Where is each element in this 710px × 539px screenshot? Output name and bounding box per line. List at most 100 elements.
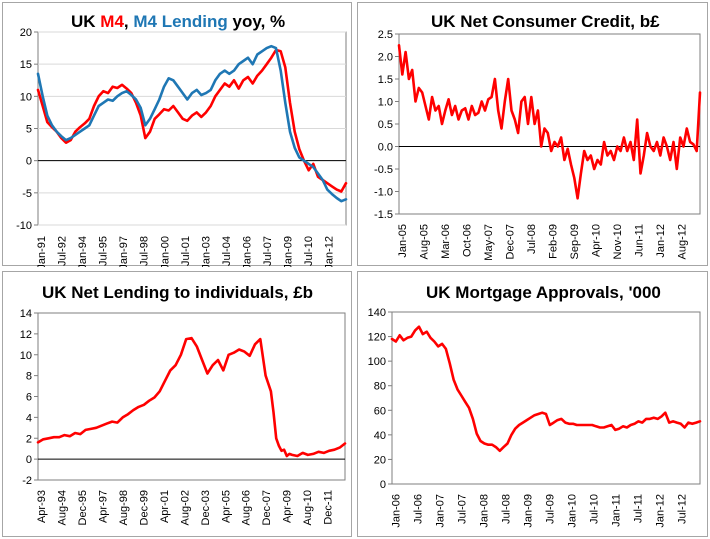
chart-consumer-credit-title: UK Net Consumer Credit, b£ [431,12,660,31]
mortgage-y-tick-label: 20 [374,454,386,466]
mortgage-y-tick-label: 80 [374,381,386,393]
lending-y-tick-label: 10 [20,350,32,362]
m4-x-tick-label: Jul-10 [303,236,315,266]
credit-x-tick-label: Aug-05 [419,224,431,259]
mortgage-y-tick-label: 140 [368,307,386,319]
credit-y-tick-label: 2.5 [378,29,393,41]
credit-y-tick-label: -0.5 [374,164,393,176]
credit-y-tick-label: 0.5 [378,119,393,131]
lending-x-tick-label: Dec-03 [200,490,212,525]
lending-x-tick-label: Aug-06 [241,490,253,525]
chart-mortgage-panel: UK Mortgage Approvals, '000 140 120 100 80 6… [357,271,708,537]
m4-series-line-0 [36,48,348,193]
m4-x-tick-label: Jul-01 [180,236,192,266]
m4-x-tick-label: Jan-03 [200,236,212,267]
lending-x-tick-label: Apr-05 [220,490,232,523]
lending-y-tick-label: 6 [26,392,32,404]
mortgage-x-tick-label: Jul-12 [676,494,688,524]
m4-y-tick-label: 0 [26,156,32,168]
m4-x-tick-label: Jul-92 [57,236,69,266]
credit-y-tick-label: -1.5 [374,209,393,221]
mortgage-x-tick-label: Jan-09 [522,494,534,528]
m4-y-tick-label: 10 [20,91,32,103]
lending-x-tick-label: Dec-95 [77,490,89,525]
lending-x-tick-label: Aug-94 [57,490,69,525]
chart-consumer-credit: UK Net Consumer Credit, b£ 2.5 2.0 1.5 1.0 0… [374,12,702,261]
m4-y-tick-label: -10 [16,220,32,232]
chart-m4-title: UK M4, M4 Lending yoy, % [71,12,285,31]
lending-x-tick-label: Apr-93 [36,490,48,523]
m4-y-tick-label: -5 [22,188,32,200]
lending-y-tick-label: 0 [26,454,32,466]
m4-x-tick-label: Jul-98 [139,236,151,266]
chart-net-lending-panel: UK Net Lending to individuals, £b 14 12 10… [2,271,352,537]
lending-x-tick-label: Apr-97 [97,490,109,523]
mortgage-x-tick-label: Jan-08 [478,494,490,528]
mortgage-x-tick-label: Jan-12 [654,494,666,528]
m4-x-tick-label: Jan-06 [241,236,253,267]
m4-x-tick-label: Jan-00 [159,236,171,267]
mortgage-y-tick-label: 0 [380,479,386,491]
lending-y-tick-label: 8 [26,371,32,383]
m4-series-line-1 [36,44,348,203]
credit-x-tick-label: Oct-06 [462,224,474,257]
lending-x-tick-label: Apr-01 [159,490,171,523]
credit-x-tick-label: Jun-11 [634,224,646,257]
credit-x-tick-label: Jan-05 [397,224,409,258]
chart-mortgage-title: UK Mortgage Approvals, '000 [426,283,661,302]
mortgage-y-tick-label: 100 [368,356,386,368]
m4-x-tick-label: Jan-12 [324,236,336,267]
lending-x-tick-label: Aug-10 [302,490,314,525]
credit-x-tick-label: Sep-09 [569,224,581,259]
credit-plot-area [398,33,701,215]
mortgage-x-tick-label: Jul-08 [500,494,512,524]
m4-x-tick-label: Jan-91 [36,236,48,267]
mortgage-x-tick-label: Jan-07 [434,494,446,528]
credit-x-tick-label: Feb-09 [548,224,560,259]
lending-x-tick-label: Dec-11 [323,490,335,525]
chart-m4-panel: UK M4, M4 Lending yoy, % 20 15 10 5 0 -5 -10 Ja… [2,2,352,267]
credit-x-tick-label: May-07 [483,224,495,261]
m4-x-tick-label: Jan-94 [77,236,89,267]
mortgage-x-tick-label: Jul-11 [632,494,644,523]
credit-x-tick-label: Apr-10 [591,224,603,257]
mortgage-x-tick-label: Jan-11 [610,494,622,527]
credit-y-tick-label: -1.0 [374,187,393,199]
lending-y-tick-label: 14 [20,308,32,320]
lending-y-tick-label: 12 [20,329,32,341]
chart-consumer-credit-panel: UK Net Consumer Credit, b£ 2.5 2.0 1.5 1.0 0… [357,2,708,266]
mortgage-series-line-0 [390,325,702,453]
lending-x-tick-label: Aug-02 [179,490,191,525]
mortgage-plot-area [391,311,701,485]
credit-y-tick-label: 1.5 [378,74,393,86]
lending-x-tick-label: Dec-07 [261,490,273,525]
mortgage-x-tick-label: Jan-06 [390,494,402,528]
credit-x-tick-label: Nov-10 [612,224,624,259]
lending-y-tick-label: -2 [22,475,32,487]
chart-net-lending-title: UK Net Lending to individuals, £b [42,283,313,302]
mortgage-x-tick-label: Jul-10 [588,494,600,524]
credit-x-tick-label: Mar-06 [440,224,452,259]
credit-x-tick-label: Jul-08 [526,224,538,254]
credit-y-tick-label: 0.0 [378,142,393,154]
credit-series-line-0 [397,43,702,200]
mortgage-x-tick-label: Jul-07 [456,494,468,524]
m4-x-tick-label: Jul-07 [262,236,274,266]
m4-x-tick-label: Jul-04 [221,236,233,266]
credit-x-tick-label: Dec-07 [505,224,517,259]
credit-y-tick-label: 2.0 [378,52,393,64]
mortgage-x-tick-label: Jul-09 [544,494,556,524]
mortgage-y-tick-label: 40 [374,430,386,442]
m4-x-tick-label: Jan-97 [118,236,130,267]
mortgage-x-tick-label: Jan-10 [566,494,578,528]
lending-y-tick-label: 2 [26,433,32,445]
m4-y-tick-label: 15 [20,59,32,71]
lending-y-tick-label: 4 [26,412,32,424]
m4-y-tick-label: 20 [20,27,32,39]
m4-x-tick-label: Jul-95 [98,236,110,266]
chart-m4: UK M4, M4 Lending yoy, % 20 15 10 5 0 -5 -10 Ja… [16,12,348,267]
m4-x-tick-label: Jan-09 [282,236,294,267]
credit-y-tick-label: 1.0 [378,97,393,109]
credit-x-tick-label: Aug-12 [677,224,689,259]
mortgage-y-tick-label: 60 [374,405,386,417]
